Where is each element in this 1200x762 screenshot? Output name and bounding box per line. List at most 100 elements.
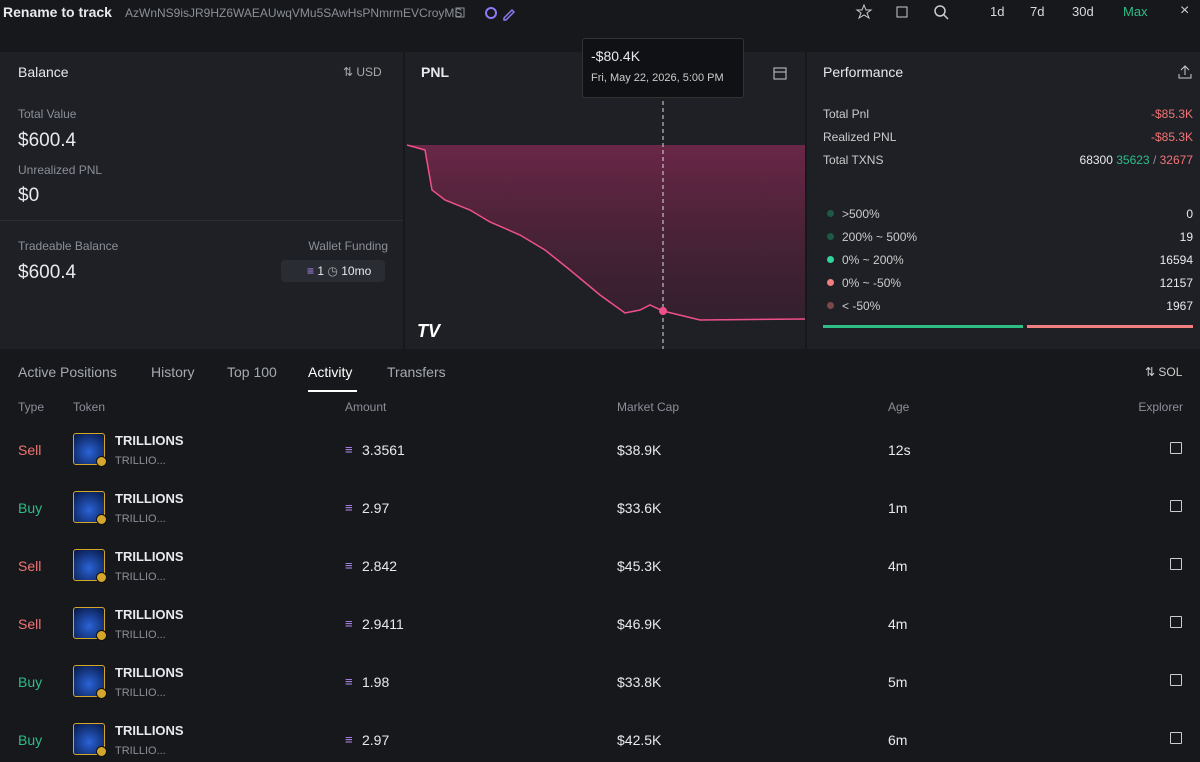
range-label: 0% ~ -50% bbox=[842, 276, 902, 290]
token-name[interactable]: TRILLIONS bbox=[115, 665, 184, 680]
share-icon[interactable] bbox=[1177, 64, 1193, 80]
tooltip: -$80.4K Fri, May 22, 2026, 5:00 PM bbox=[582, 38, 744, 98]
token-symbol: TRILLIO... bbox=[115, 745, 166, 757]
currency: USD bbox=[356, 65, 382, 79]
explorer-link[interactable] bbox=[1170, 442, 1182, 454]
ratio-bar-sell bbox=[1027, 325, 1193, 328]
token-name[interactable]: TRILLIONS bbox=[115, 549, 184, 564]
column-header: Type bbox=[18, 400, 45, 414]
token-icon[interactable] bbox=[73, 433, 107, 467]
explorer-link[interactable] bbox=[1170, 616, 1182, 628]
table-currency-toggle[interactable]: ⇅ SOL bbox=[1145, 365, 1183, 379]
header-icons[interactable] bbox=[455, 5, 515, 21]
market-cap: $46.9K bbox=[617, 616, 662, 632]
timeframe-button[interactable]: Max bbox=[1123, 4, 1148, 19]
tooltip-value: -$80.4K bbox=[591, 48, 641, 64]
sol-icon: ≡ bbox=[345, 732, 353, 747]
token-icon[interactable] bbox=[73, 723, 107, 757]
token-name[interactable]: TRILLIONS bbox=[115, 491, 184, 506]
unrealized-pnl: $0 bbox=[18, 185, 40, 206]
column-header: Explorer bbox=[1138, 400, 1183, 414]
range-count: 19 bbox=[1179, 230, 1193, 244]
token-icon[interactable] bbox=[73, 491, 107, 525]
sol-icon: ≡ bbox=[345, 558, 353, 573]
funding-age: 10mo bbox=[341, 264, 372, 278]
metric-label: Total Pnl bbox=[823, 107, 870, 121]
close-icon[interactable]: × bbox=[1180, 2, 1190, 19]
explorer-link[interactable] bbox=[1170, 500, 1182, 512]
market-cap: $45.3K bbox=[617, 558, 662, 574]
tab[interactable]: Activity bbox=[308, 364, 353, 380]
wallet-name[interactable]: Rename to track bbox=[3, 4, 112, 20]
calendar-icon[interactable] bbox=[772, 65, 788, 81]
table-currency: SOL bbox=[1158, 365, 1183, 379]
tab[interactable]: Top 100 bbox=[227, 364, 277, 380]
token-symbol: TRILLIO... bbox=[115, 513, 166, 525]
age: 4m bbox=[888, 558, 908, 574]
balance-title: Balance bbox=[18, 64, 69, 80]
metric-value: -$85.3K bbox=[1150, 107, 1193, 121]
amount: 3.3561 bbox=[362, 442, 405, 458]
funding-chip[interactable]: ≡ 1 ◷ 10mo bbox=[281, 260, 385, 282]
tab[interactable]: Active Positions bbox=[18, 364, 117, 380]
logo: TV bbox=[417, 321, 442, 341]
action-icons[interactable] bbox=[855, 3, 955, 21]
tab[interactable]: Transfers bbox=[387, 364, 446, 380]
column-header: Amount bbox=[345, 400, 387, 414]
token-badge bbox=[96, 688, 107, 699]
timeframe-button[interactable]: 7d bbox=[1030, 4, 1045, 19]
sol-icon: ≡ bbox=[345, 674, 353, 689]
age: 5m bbox=[888, 674, 908, 690]
sol-icon: ≡ bbox=[345, 442, 353, 457]
range-label: >500% bbox=[842, 207, 880, 221]
wallet-address[interactable]: AzWnNS9isJR9HZ6WAEAUwqVMu5SAwHsPNmrmEVCr… bbox=[125, 6, 463, 20]
trade-type: Sell bbox=[18, 442, 42, 458]
legend-dot bbox=[827, 279, 834, 286]
range-count: 0 bbox=[1186, 207, 1193, 221]
tradeable-balance: $600.4 bbox=[18, 262, 77, 283]
performance-panel: Performance Total TXNS 68300 35623 / 326… bbox=[807, 52, 1200, 349]
legend-dot bbox=[827, 302, 834, 309]
metric-label: Realized PNL bbox=[823, 130, 897, 144]
column-header: Age bbox=[888, 400, 910, 414]
amount: 2.842 bbox=[362, 558, 398, 574]
token-icon[interactable] bbox=[73, 607, 107, 641]
token-badge bbox=[96, 630, 107, 641]
trade-type: Buy bbox=[18, 732, 43, 748]
token-name[interactable]: TRILLIONS bbox=[115, 607, 184, 622]
txns-total: 68300 bbox=[1079, 153, 1113, 167]
token-symbol: TRILLIO... bbox=[115, 687, 166, 699]
pnl-title: PNL bbox=[421, 64, 449, 80]
trade-type: Buy bbox=[18, 674, 43, 690]
label: Wallet Funding bbox=[308, 239, 388, 253]
token-name[interactable]: TRILLIONS bbox=[115, 723, 184, 738]
token-icon[interactable] bbox=[73, 549, 107, 583]
explorer-link[interactable] bbox=[1170, 558, 1182, 570]
legend-dot bbox=[827, 233, 834, 240]
token-name[interactable]: TRILLIONS bbox=[115, 433, 184, 448]
timeframe-button[interactable]: 30d bbox=[1072, 4, 1094, 19]
amount: 1.98 bbox=[362, 674, 390, 690]
explorer-link[interactable] bbox=[1170, 674, 1182, 686]
timeframe-button[interactable]: 1d bbox=[990, 4, 1005, 19]
txns-sells: 32677 bbox=[1159, 153, 1193, 167]
age: 4m bbox=[888, 616, 908, 632]
tab-underline bbox=[308, 390, 357, 392]
token-badge bbox=[96, 572, 107, 583]
token-icon[interactable] bbox=[73, 665, 107, 699]
amount: 2.97 bbox=[362, 732, 390, 748]
pnl-panel: PNL TV bbox=[405, 52, 805, 349]
txns-buys: 35623 bbox=[1116, 153, 1150, 167]
column-header: Market Cap bbox=[617, 400, 680, 414]
trade-type: Sell bbox=[18, 558, 42, 574]
age: 12s bbox=[888, 442, 911, 458]
range-count: 1967 bbox=[1166, 299, 1193, 313]
currency-toggle[interactable]: ⇅ USD bbox=[343, 65, 382, 79]
tab[interactable]: History bbox=[151, 364, 195, 380]
age: 1m bbox=[888, 500, 908, 516]
balance-panel: Balance ⇅ USD Total Value $600.4 Unreali… bbox=[0, 52, 403, 349]
explorer-link[interactable] bbox=[1170, 732, 1182, 744]
